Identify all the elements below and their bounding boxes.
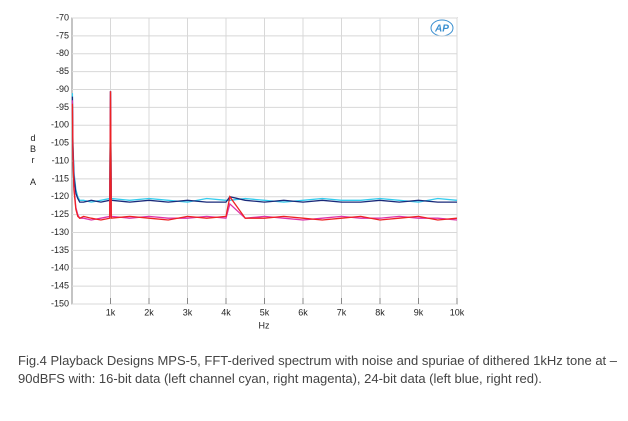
- y-tick-label: -70: [56, 12, 69, 22]
- y-tick-label: -85: [56, 66, 69, 76]
- x-tick-label: 9k: [414, 307, 424, 317]
- x-tick-label: 10k: [450, 307, 465, 317]
- x-tick-label: 4k: [221, 307, 231, 317]
- chart: AP Hz -70 -75 -80 -85 -90 -95 -100 -105 -110 -115…: [51, 12, 465, 330]
- x-tick-label: 8k: [375, 307, 385, 317]
- series-line: [71, 91, 458, 221]
- x-tick-label: 7k: [337, 307, 347, 317]
- y-tick-label: -135: [51, 245, 69, 255]
- y-tick-label: -130: [51, 227, 69, 237]
- x-axis-label: Hz: [259, 320, 270, 330]
- series-line: [71, 91, 457, 203]
- x-tick-label: 5k: [260, 307, 270, 317]
- caption: Fig.4 Playback Designs MPS-5, FFT-derive…: [18, 353, 618, 386]
- y-tick-label: -95: [56, 102, 69, 112]
- y-tick-label: -80: [56, 48, 69, 58]
- y-tick-label: -140: [51, 263, 69, 273]
- y-tick-label: -110: [52, 155, 69, 165]
- y-axis-label: dBr A: [28, 133, 38, 188]
- logo: AP: [434, 24, 449, 35]
- x-tick-label: 1k: [106, 307, 116, 317]
- y-tick-label: -75: [56, 30, 69, 40]
- x-tick-label: 3k: [183, 307, 193, 317]
- y-tick-label: -145: [51, 281, 69, 291]
- x-tick-label: 2k: [144, 307, 154, 317]
- y-tick-label: -90: [56, 84, 69, 94]
- y-tick-label: -115: [52, 173, 69, 183]
- x-tick-label: 6k: [298, 307, 308, 317]
- y-tick-label: -150: [51, 298, 69, 308]
- y-tick-label: -105: [51, 138, 69, 148]
- y-tick-label: -120: [51, 191, 69, 201]
- y-tick-label: -125: [51, 209, 69, 219]
- series-line: [71, 91, 458, 203]
- y-tick-label: -100: [51, 120, 69, 130]
